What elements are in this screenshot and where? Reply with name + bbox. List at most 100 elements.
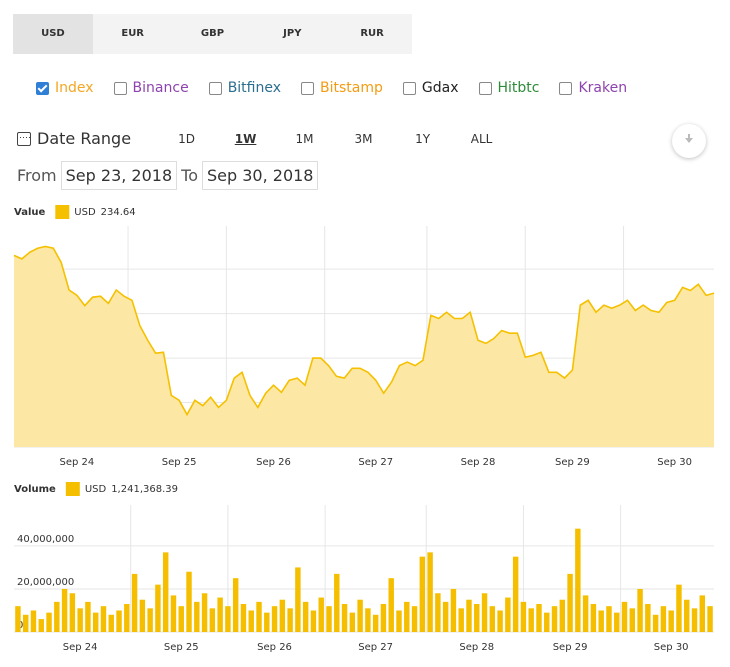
volume-bar — [396, 610, 402, 632]
legend-value: 234.64 — [101, 207, 136, 218]
to-input[interactable]: Sep 30, 2018 — [201, 161, 319, 190]
volume-bar — [124, 604, 130, 632]
volume-bar — [481, 593, 488, 632]
x-tick-label: Sep 27 — [358, 642, 393, 653]
checkbox[interactable] — [478, 81, 492, 95]
volume-bar — [512, 556, 519, 632]
volume-bar — [310, 610, 317, 632]
checkbox[interactable] — [36, 81, 49, 95]
volume-bar — [147, 608, 153, 632]
range-option[interactable]: 1Y — [415, 131, 431, 146]
x-tick-label: Sep 24 — [60, 457, 95, 468]
volume-bar — [256, 601, 262, 632]
volume-bar — [318, 597, 324, 632]
volume-bar — [248, 610, 254, 632]
calendar-icon — [17, 131, 31, 146]
exchange-option[interactable]: Index — [36, 80, 94, 96]
legend-value: 1,241,368.39 — [111, 484, 178, 495]
volume-bar — [271, 606, 278, 632]
x-tick-label: Sep 30 — [657, 457, 692, 468]
volume-bar — [100, 606, 107, 632]
exchange-option[interactable]: Bitstamp — [301, 80, 383, 96]
exchange-label: Binance — [132, 80, 189, 96]
volume-bar — [582, 595, 589, 632]
x-tick-label: Sep 24 — [63, 642, 98, 653]
volume-bar — [155, 584, 161, 632]
volume-bar — [372, 614, 379, 632]
x-tick-label: Sep 30 — [654, 642, 689, 653]
volume-bar — [295, 567, 301, 632]
currency-tab[interactable]: RUR — [360, 28, 384, 39]
range-option[interactable]: 1M — [295, 131, 314, 146]
exchange-label: Index — [55, 80, 94, 96]
x-tick-label: Sep 29 — [553, 642, 588, 653]
volume-bar — [287, 608, 293, 632]
x-tick-label: Sep 29 — [555, 457, 590, 468]
volume-bar — [404, 601, 410, 632]
volume-bar — [209, 608, 216, 632]
volume-bar — [575, 528, 581, 632]
volume-bar — [302, 601, 309, 632]
volume-bar — [365, 608, 371, 632]
from-label: From — [17, 166, 57, 185]
volume-bar — [30, 610, 37, 632]
x-tick-label: Sep 28 — [461, 457, 496, 468]
exchange-label: Bitstamp — [320, 80, 383, 96]
volume-bar — [676, 584, 682, 632]
to-label: To — [181, 166, 198, 185]
volume-bar — [598, 610, 604, 632]
volume-bar — [590, 604, 597, 632]
volume-bar — [466, 599, 472, 632]
y-axis-title: Value — [14, 207, 45, 218]
volume-bar — [528, 608, 534, 632]
range-option[interactable]: ALL — [470, 131, 493, 146]
range-option[interactable]: 3M — [354, 131, 373, 146]
currency-tab[interactable]: EUR — [121, 28, 145, 39]
volume-bar — [194, 601, 200, 632]
legend-swatch — [55, 205, 70, 219]
checkbox[interactable] — [113, 81, 127, 95]
checkbox[interactable] — [559, 81, 573, 95]
range-option[interactable]: 1D — [178, 131, 195, 146]
volume-bar — [170, 595, 177, 632]
volume-bar — [505, 597, 511, 632]
volume-bar — [54, 601, 60, 632]
exchange-option[interactable]: Binance — [113, 80, 189, 96]
exchange-option[interactable]: Gdax — [402, 80, 459, 96]
currency-tab[interactable]: GBP — [200, 28, 225, 39]
date-range-label: Date Range — [37, 129, 132, 148]
date-range: Date Range 1D 1W 1M 3M 1Y ALL — [17, 129, 511, 148]
volume-bar — [279, 599, 286, 632]
checkbox[interactable] — [301, 81, 315, 95]
volume-bar — [427, 552, 433, 632]
exchange-option[interactable]: Hitbtc — [478, 80, 539, 96]
volume-bar — [380, 604, 387, 632]
legend-name: USD — [74, 207, 96, 218]
volume-bar — [442, 601, 449, 632]
currency-tab[interactable]: USD — [13, 14, 93, 54]
volume-bar — [217, 597, 223, 632]
volume-bar — [38, 619, 44, 632]
checkbox[interactable] — [402, 81, 416, 95]
volume-bar — [474, 604, 480, 632]
exchange-option[interactable]: Bitfinex — [208, 80, 282, 96]
download-button[interactable] — [672, 124, 706, 158]
volume-bar — [61, 588, 68, 632]
range-option[interactable]: 1W — [234, 131, 257, 146]
from-input[interactable]: Sep 23, 2018 — [60, 161, 178, 190]
exchange-filters: Index Binance Bitfinex Bitstamp Gdax Hitbtc Kr… — [36, 80, 647, 96]
exchange-label: Bitfinex — [227, 80, 282, 96]
y-axis-title: Volume — [14, 484, 56, 495]
volume-bar — [341, 604, 348, 632]
volume-bar — [606, 606, 612, 632]
checkbox[interactable] — [208, 81, 222, 95]
volume-bar — [264, 612, 270, 632]
currency-tab[interactable]: JPY — [283, 28, 302, 39]
legend-swatch — [65, 482, 80, 496]
exchange-label: Gdax — [421, 80, 459, 96]
volume-bar — [162, 552, 169, 632]
date-inputs: From Sep 23, 2018 To Sep 30, 2018 — [17, 161, 322, 190]
volume-bar — [435, 593, 441, 632]
exchange-option[interactable]: Kraken — [559, 80, 627, 96]
volume-bar — [349, 612, 356, 632]
